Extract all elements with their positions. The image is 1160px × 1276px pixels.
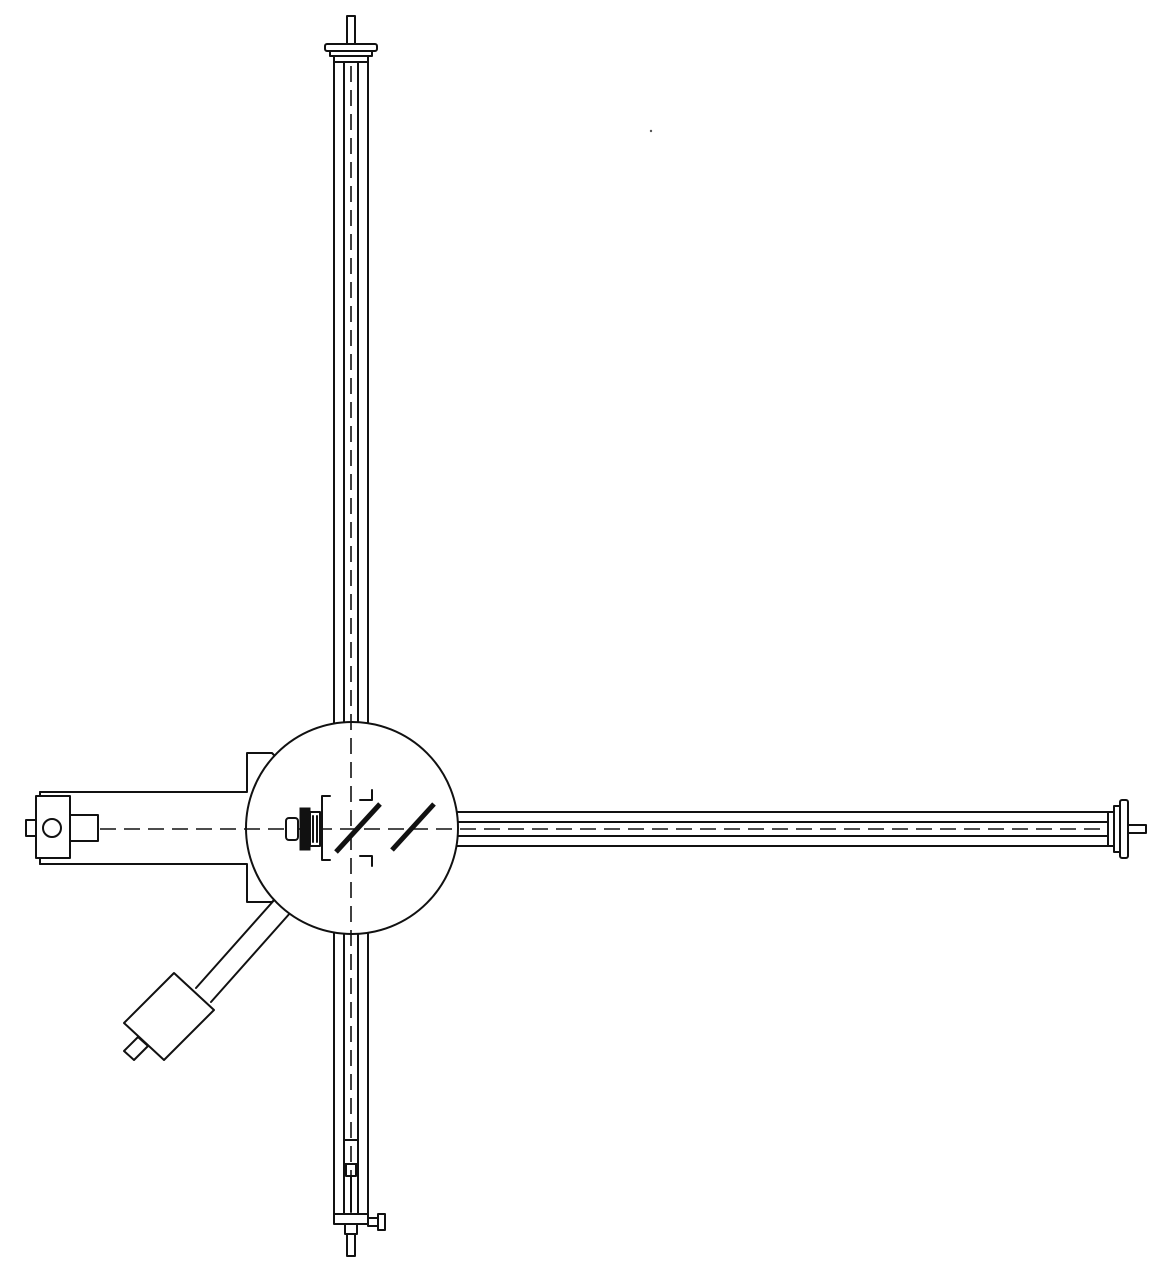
end-mirror-mount-right xyxy=(1107,799,1147,859)
horizontal-arm-right xyxy=(449,811,1111,847)
cylinder-body xyxy=(123,972,215,1061)
diagonal-arm xyxy=(195,897,292,1003)
beam-path xyxy=(100,66,1108,1218)
central-chamber xyxy=(245,721,459,935)
end-mirror-mount-top xyxy=(324,15,378,63)
mirror-mount-center xyxy=(285,789,373,867)
vertical-arm-upper xyxy=(333,59,369,729)
speck-mark xyxy=(649,129,653,133)
adjustment-clamp-bottom xyxy=(333,1139,386,1257)
beam-splitter xyxy=(334,802,382,854)
compensator-plate xyxy=(390,802,436,852)
